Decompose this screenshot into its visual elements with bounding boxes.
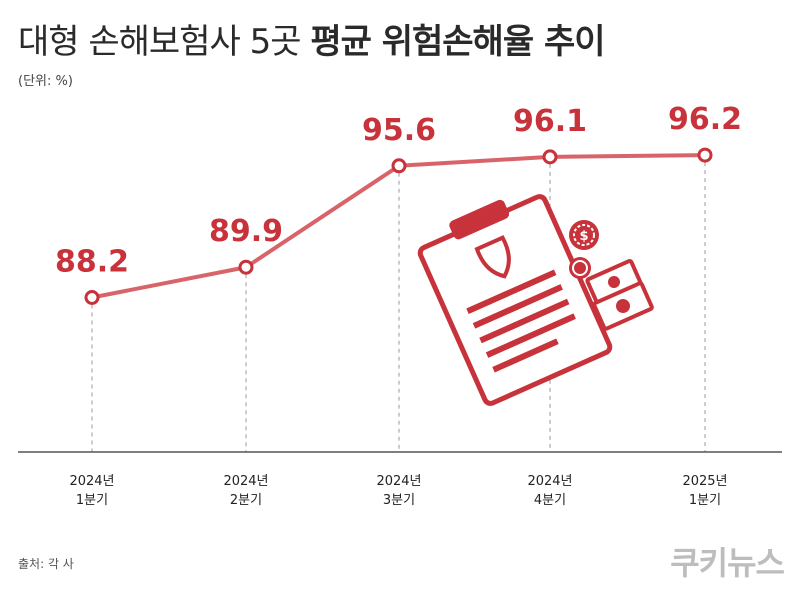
banknote-back-icon <box>592 281 654 331</box>
x-tick-label: 1분기 <box>689 493 721 508</box>
x-tick-label: 2024년 <box>527 474 572 489</box>
data-label: 96.1 <box>513 104 587 139</box>
x-tick-label: 2분기 <box>230 493 262 508</box>
x-tick-label: 2025년 <box>682 474 727 489</box>
chart-title: 대형 손해보험사 5곳 평균 위험손해율 추이 <box>18 14 606 63</box>
data-label: 95.6 <box>362 113 436 148</box>
coin-icon: $ <box>569 220 599 250</box>
data-point <box>697 147 713 163</box>
x-tick-label: 2024년 <box>376 474 421 489</box>
data-point <box>238 259 254 275</box>
x-tick-label: 3분기 <box>383 493 415 508</box>
publisher-logo: 쿠키뉴스 <box>670 544 785 582</box>
data-label: 88.2 <box>55 245 129 280</box>
title-light: 대형 손해보험사 5곳 <box>18 22 301 62</box>
data-point <box>391 158 407 174</box>
x-tick-label: 4분기 <box>534 493 566 508</box>
insurance-document-icon <box>417 194 613 406</box>
x-tick-label: 1분기 <box>76 493 108 508</box>
source-note: 출처: 각 사 <box>18 557 74 571</box>
x-tick-label: 2024년 <box>223 474 268 489</box>
x-tick-label: 2024년 <box>69 474 114 489</box>
data-point <box>542 149 558 165</box>
data-label: 96.2 <box>668 102 742 137</box>
svg-text:$: $ <box>579 229 588 244</box>
title-bold: 평균 위험손해율 추이 <box>310 22 605 62</box>
data-point <box>84 290 100 305</box>
data-label: 89.9 <box>209 214 283 249</box>
unit-label: (단위: %) <box>18 74 73 89</box>
coin-small-icon <box>569 257 591 279</box>
